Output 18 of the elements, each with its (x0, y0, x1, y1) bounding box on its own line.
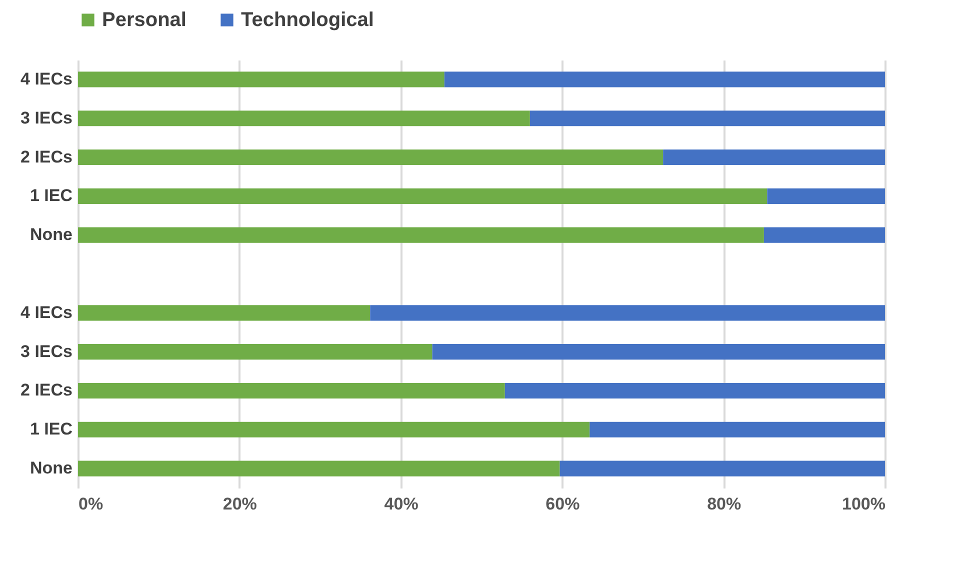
legend-label: Technological (241, 9, 374, 31)
x-tick-label: 80% (707, 494, 742, 514)
y-tick-label: None (30, 225, 72, 244)
y-tick-label: 3 IECs (20, 108, 72, 128)
y-tick-label: 4 IECs (20, 69, 72, 88)
y-tick-label: 1 IEC (30, 420, 72, 439)
x-tick-label: 20% (222, 494, 257, 514)
y-tick-label: 4 IECs (20, 302, 72, 322)
x-tick-label: 40% (384, 494, 418, 514)
y-tick-label: 2 IECs (20, 147, 72, 166)
legend-label: Personal (102, 9, 186, 31)
y-tick-label: 2 IECs (20, 380, 72, 400)
y-tick-label: 1 IEC (30, 186, 72, 206)
y-tick-label: 3 IECs (20, 342, 72, 361)
y-tick-label: None (30, 458, 72, 478)
x-tick-label: 0% (78, 494, 104, 514)
x-tick-label: 100% (842, 494, 886, 514)
x-tick-label: 60% (546, 494, 580, 514)
